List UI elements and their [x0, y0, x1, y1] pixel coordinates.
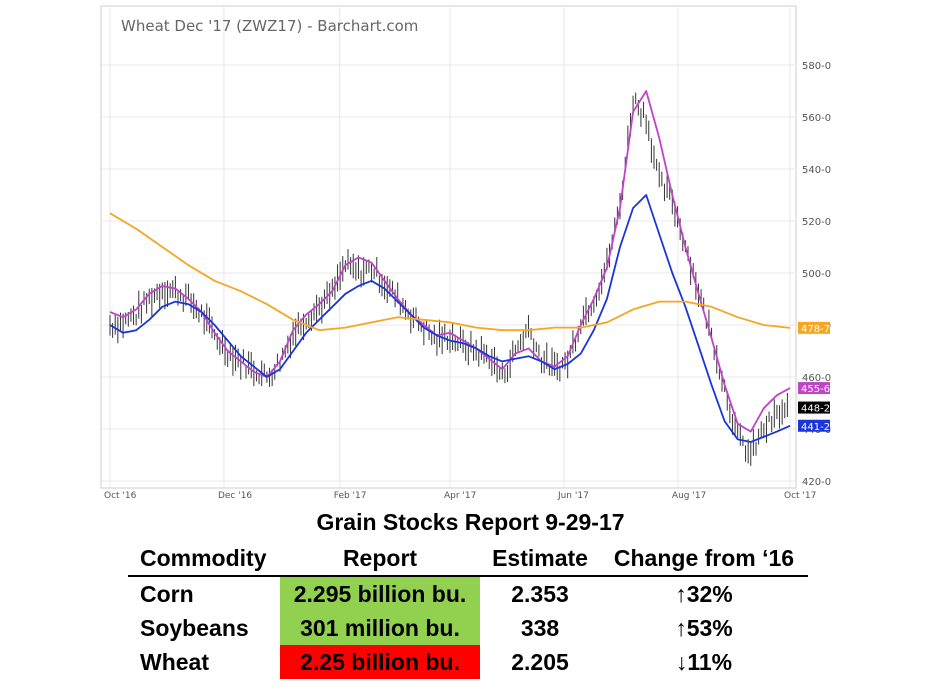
x-tick-label: Aug '17: [672, 491, 706, 501]
price-tag-label: 448-2: [801, 404, 830, 415]
price-tag: [798, 382, 830, 395]
row-change: ↑53%: [675, 614, 733, 641]
price-chart-svg: Oct '16 Dec '16 Feb '17 Apr '17 Jun '17 Aug '…: [100, 5, 831, 501]
price-tag: [798, 321, 830, 334]
x-tick-label: Apr '17: [444, 491, 476, 501]
y-tick-label: 520-0: [802, 217, 831, 228]
table-row: Soybeans 301 million bu. 338 ↑53%: [128, 611, 808, 645]
row-estimate: 2.353: [511, 580, 569, 607]
report-table: Commodity Report Estimate Change from ‘1…: [128, 541, 808, 679]
y-tick-label: 560-0: [802, 113, 831, 124]
moving-average-line: [109, 90, 791, 433]
report-title: Grain Stocks Report 9-29-17: [316, 509, 625, 535]
y-tick-label: 500-0: [802, 269, 831, 280]
x-tick-label: Oct '17: [784, 491, 816, 501]
y-tick-label: 460-0: [802, 373, 831, 384]
price-tags: 478-7 455-6 448-2 441-2: [798, 321, 830, 433]
x-tick-label: Oct '16: [104, 491, 137, 501]
grid-lines: [101, 6, 796, 488]
y-tick-label: 580-0: [802, 61, 831, 72]
row-report: 301 million bu.: [280, 611, 480, 645]
price-tag-label: 455-6: [801, 384, 830, 395]
row-change: ↓11%: [675, 648, 733, 675]
header-estimate: Estimate: [480, 541, 600, 577]
price-chart: Oct '16 Dec '16 Feb '17 Apr '17 Jun '17 Aug '…: [100, 5, 831, 501]
row-commodity: Corn: [140, 580, 194, 607]
header-change: Change from ‘16: [600, 541, 808, 577]
x-tick-label: Jun '17: [557, 491, 589, 501]
row-commodity: Wheat: [140, 648, 209, 675]
moving-averages: [109, 90, 791, 443]
plot-frame: [100, 5, 797, 489]
price-tag: [798, 401, 830, 414]
x-tick-label: Feb '17: [334, 491, 367, 501]
row-estimate: 2.205: [511, 648, 569, 675]
x-axis-ticks: Oct '16 Dec '16 Feb '17 Apr '17 Jun '17 Aug '…: [104, 491, 816, 501]
price-tag-label: 478-7: [801, 324, 830, 335]
header-report: Report: [280, 541, 480, 577]
table-header-row: Commodity Report Estimate Change from ‘1…: [128, 541, 808, 577]
header-commodity: Commodity: [128, 541, 280, 577]
y-tick-label: 420-0: [802, 477, 831, 488]
grain-stocks-report: Grain Stocks Report 9-29-17 Commodity Re…: [0, 505, 941, 689]
price-tag-label: 441-2: [801, 422, 830, 433]
moving-average-line: [109, 194, 791, 443]
x-tick-label: Dec '16: [218, 491, 252, 501]
row-report: 2.25 billion bu.: [280, 645, 480, 679]
row-estimate: 338: [520, 614, 560, 641]
price-tag: [798, 419, 830, 432]
row-change: ↑32%: [675, 580, 733, 607]
table-row: Corn 2.295 billion bu. 2.353 ↑32%: [128, 576, 808, 611]
table-row: Wheat 2.25 billion bu. 2.205 ↓11%: [128, 645, 808, 679]
chart-title: Wheat Dec '17 (ZWZ17) - Barchart.com: [121, 17, 418, 35]
row-report: 2.295 billion bu.: [280, 576, 480, 611]
row-commodity: Soybeans: [140, 614, 249, 641]
moving-average-line: [109, 212, 791, 332]
y-tick-label: 540-0: [802, 165, 831, 176]
